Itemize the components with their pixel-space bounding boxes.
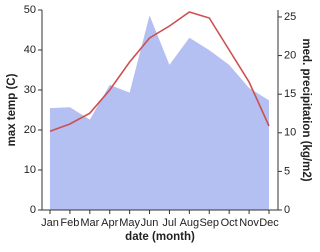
x-tick-label: Jan [41, 217, 59, 229]
x-tick-label: Aug [180, 217, 200, 229]
x-tick-label: Feb [60, 217, 79, 229]
x-axis-label: date (month) [125, 231, 195, 243]
y-tick-label: 10 [24, 164, 36, 176]
x-tick-label: Dec [259, 217, 279, 229]
x-tick-label: May [119, 217, 140, 229]
y2-axis-label: med. precipitation (kg/m2) [300, 38, 312, 181]
y-tick-label: 50 [24, 4, 36, 16]
y-tick-label: 30 [24, 84, 36, 96]
precip-area [50, 15, 269, 210]
y2-tick-label: 0 [284, 204, 290, 216]
x-tick-label: Oct [221, 217, 238, 229]
chart: date (month) max temp (C) med. precipita… [6, 4, 312, 243]
y-axis-label: max temp (C) [6, 73, 18, 146]
y2-tick-label: 5 [284, 165, 290, 177]
x-tick-label: Nov [239, 217, 259, 229]
x-tick-label: Sep [199, 217, 219, 229]
y-tick-label: 0 [30, 204, 36, 216]
y2-tick-label: 10 [284, 127, 296, 139]
y-tick-label: 20 [24, 124, 36, 136]
y2-tick-label: 25 [284, 11, 296, 23]
y-tick-label: 40 [24, 44, 36, 56]
temp-line [49, 11, 270, 132]
x-tick-label: Jun [141, 217, 159, 229]
y2-tick-label: 20 [284, 49, 296, 61]
x-tick-label: Apr [101, 217, 118, 229]
y2-tick-label: 15 [284, 88, 296, 100]
x-tick-label: Mar [80, 217, 99, 229]
x-tick-label: Jul [162, 217, 176, 229]
